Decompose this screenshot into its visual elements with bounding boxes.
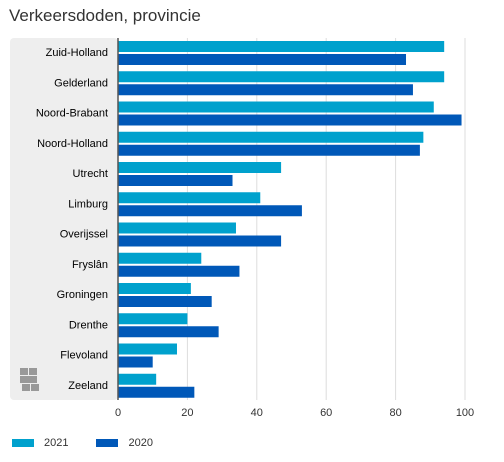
bar-2021-5	[118, 192, 261, 204]
legend-swatch-2021	[12, 439, 34, 447]
gridlines	[186, 38, 466, 400]
category-label-1: Gelderland	[54, 77, 108, 89]
category-label-6: Overijssel	[60, 229, 108, 241]
bar-2021-11	[118, 373, 157, 385]
bar-2021-8	[118, 283, 191, 294]
bar-2020-10	[118, 356, 153, 368]
category-label-panel	[10, 38, 118, 400]
x-tick-label-60: 60	[320, 407, 332, 419]
bar-2021-2	[118, 101, 434, 113]
category-label-10: Flevoland	[60, 350, 108, 362]
category-label-2: Noord-Brabant	[36, 108, 108, 120]
category-labels: Zuid-Holland Gelderland Noord-Brabant Noord…	[36, 47, 108, 392]
bar-2021-4	[118, 162, 282, 173]
x-tick-label-20: 20	[181, 407, 193, 419]
category-label-0: Zuid-Holland	[46, 47, 108, 59]
legend-label-2021: 2021	[44, 437, 69, 449]
bar-2020-9	[118, 326, 219, 338]
bar-2020-11	[118, 386, 195, 398]
category-label-7: Fryslân	[72, 259, 108, 271]
bar-2021-3	[118, 131, 424, 143]
legend: 2021 2020	[12, 437, 153, 449]
bar-2021-6	[118, 222, 236, 234]
legend-item-2021: 2021	[12, 437, 68, 449]
bar-2020-1	[118, 84, 413, 96]
x-tick-label-100: 100	[456, 407, 474, 419]
category-label-9: Drenthe	[69, 319, 108, 331]
bars	[118, 41, 462, 398]
bar-2021-10	[118, 343, 177, 355]
bar-2021-0	[118, 41, 445, 52]
bar-2020-7	[118, 265, 240, 277]
bar-2020-8	[118, 296, 212, 307]
category-label-4: Utrecht	[73, 168, 108, 180]
category-label-3: Noord-Holland	[37, 138, 108, 150]
x-tick-label-40: 40	[251, 407, 263, 419]
category-label-8: Groningen	[57, 289, 108, 301]
category-label-5: Limburg	[68, 198, 108, 210]
bar-2020-2	[118, 114, 462, 126]
bar-2020-4	[118, 175, 233, 186]
cbs-logo-icon	[20, 368, 39, 391]
bar-2021-7	[118, 252, 202, 264]
bar-2020-3	[118, 144, 420, 156]
category-label-11: Zeeland	[68, 380, 108, 392]
x-tick-label-0: 0	[115, 407, 121, 419]
legend-swatch-2020	[96, 439, 119, 447]
legend-item-2020: 2020	[96, 437, 153, 449]
bar-2021-1	[118, 71, 445, 83]
chart-title: Verkeersdoden, provincie	[9, 6, 201, 25]
x-axis-ticks: 0 20 40 60 80 100	[115, 407, 474, 419]
x-tick-label-80: 80	[389, 407, 401, 419]
legend-label-2020: 2020	[128, 437, 153, 449]
bar-2021-9	[118, 313, 188, 325]
bar-2020-0	[118, 54, 407, 65]
bar-2020-6	[118, 235, 282, 247]
bar-2020-5	[118, 205, 302, 217]
